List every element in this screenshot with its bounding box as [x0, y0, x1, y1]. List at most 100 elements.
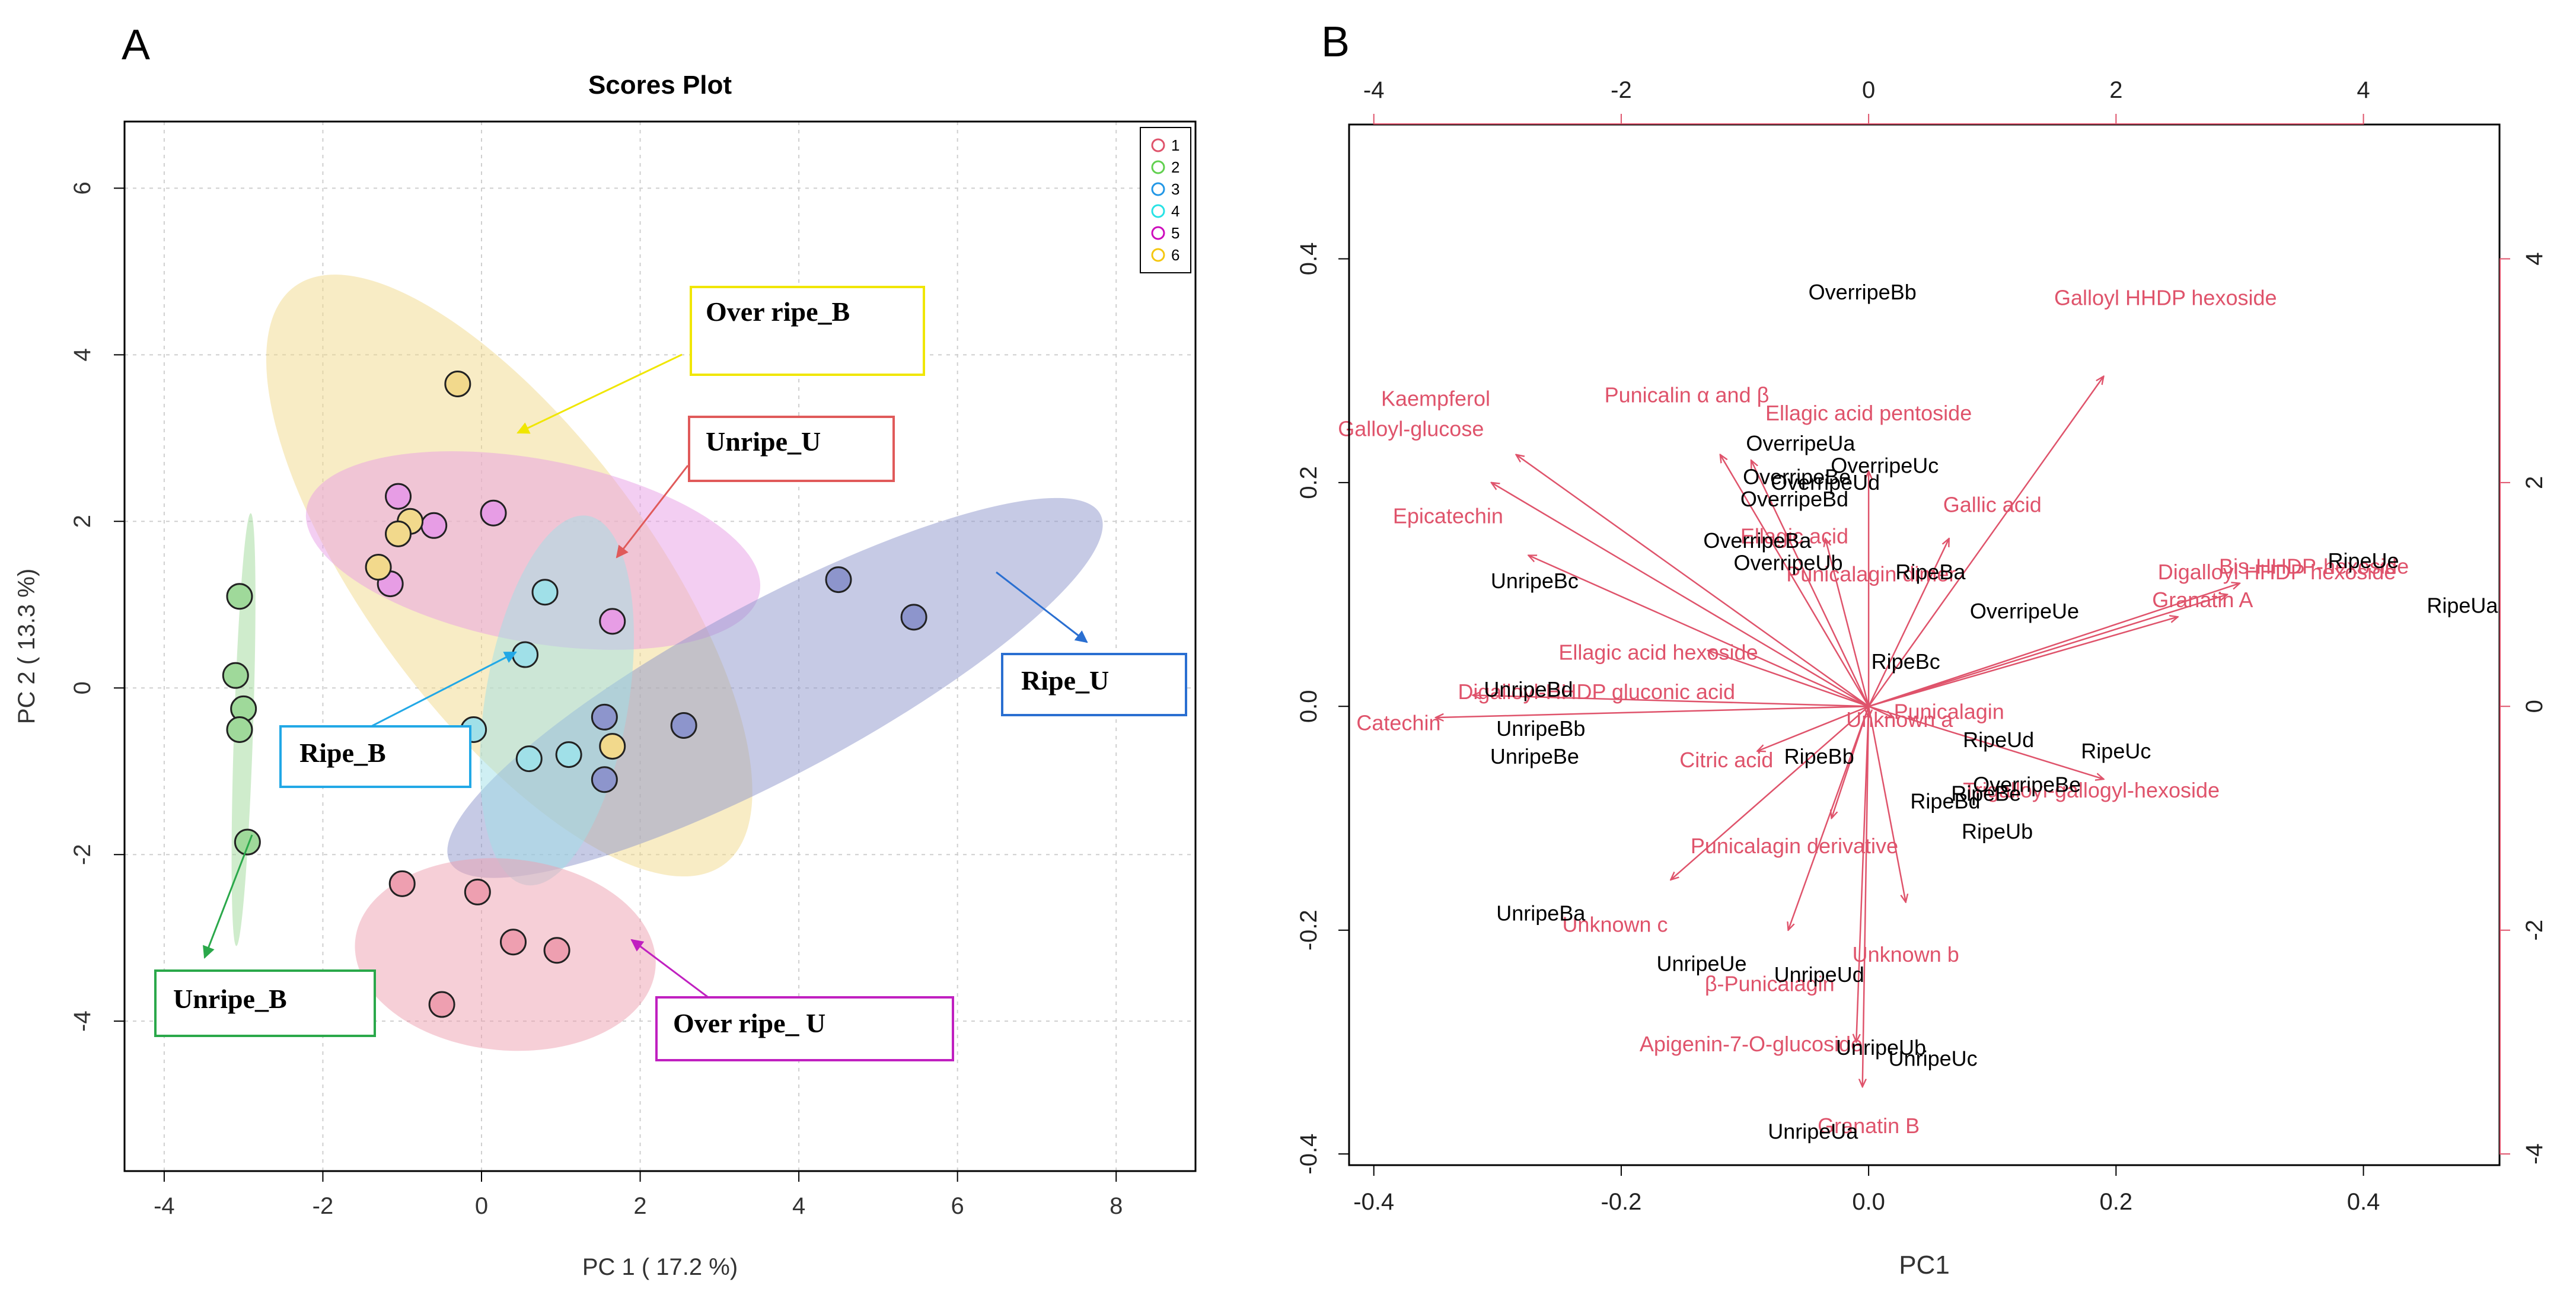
- arrow-unripe-b: [203, 834, 253, 959]
- svg-text:Over ripe_ U: Over ripe_ U: [673, 1008, 825, 1038]
- variable-label-kaempferol: Kaempferol: [1381, 386, 1490, 410]
- biplot-x-tick-label: 0.2: [2100, 1189, 2133, 1215]
- biplot-right-tick-label: 2: [2521, 476, 2548, 489]
- score-point-group-1: [500, 929, 527, 956]
- variable-label-digalloyl-hhdp-gluconic-acid: Digalloyl-HHDP gluconic acid: [1458, 680, 1735, 704]
- loading-arrow-trigalloyl-gallogyl-hexoside: [1868, 706, 2103, 779]
- annotation-overripe-u: Over ripe_ U: [655, 996, 954, 1061]
- panel-b-observation-labels: OverripeBbOverripeUaOverripeUcOverripeBe…: [1484, 280, 2498, 1143]
- panel-b: B Galloyl HHDP hexoside Kaempferol Punical…: [1296, 18, 2548, 1280]
- variable-label-epicatechin: Epicatechin: [1393, 503, 1503, 528]
- legend-label-4: 4: [1171, 202, 1179, 220]
- biplot-right-tick-label: -4: [2521, 1143, 2548, 1165]
- panel-a-annotations: Over ripe_B Unripe_U Ripe_U Ripe_B Unrip…: [154, 286, 1187, 1061]
- panel-a-x-axis: -4 -2 0 2 4 6 8: [154, 1170, 1123, 1219]
- score-point-group-3: [591, 766, 618, 793]
- loading-arrow-digalloyl-hhdp-hexoside: [1868, 595, 2227, 707]
- observation-label-ripeue: RipeUe: [2328, 548, 2399, 573]
- loading-arrow-ellagic-acid-pentoside: [1751, 460, 1870, 707]
- score-point-group-3: [825, 566, 852, 594]
- panel-b-letter: B: [1321, 18, 1350, 66]
- legend-marker-2: [1151, 160, 1165, 174]
- x-tick-label: 4: [792, 1193, 805, 1219]
- loading-arrow-apigenin-7-o-glucoside: [1856, 706, 1870, 1042]
- variable-label-unknown-a: Unknown a: [1846, 707, 1953, 732]
- loading-arrow-ellagic-acid: [1825, 538, 1870, 707]
- loading-arrow-gallic-acid: [1868, 538, 1949, 707]
- observation-label-overripeuc: OverripeUc: [1831, 454, 1939, 478]
- observation-label-overripeue: OverripeUe: [1970, 599, 2079, 623]
- biplot-right-tick-label: 0: [2521, 700, 2548, 713]
- variable-label-galloyl-glucose: Galloyl-glucose: [1338, 416, 1484, 441]
- svg-text:Ripe_B: Ripe_B: [299, 738, 386, 768]
- observation-label-overripebd: OverripeBd: [1740, 487, 1848, 511]
- observation-label-ripeua: RipeUa: [2427, 593, 2498, 617]
- x-tick-label: 2: [633, 1193, 646, 1219]
- panel-a-letter: A: [122, 21, 150, 69]
- score-point-group-4: [512, 641, 539, 668]
- x-tick-label: 6: [951, 1193, 964, 1219]
- observation-label-overripebe: OverripeBe: [1743, 464, 1851, 489]
- score-point-group-1: [388, 870, 416, 897]
- arrow-overripe-u: [630, 939, 715, 1003]
- variable-label-unknown-c: Unknown c: [1562, 912, 1668, 936]
- legend-marker-1: [1151, 138, 1165, 152]
- biplot-top-tick-label: 0: [1862, 77, 1875, 103]
- biplot-top-tick-label: 4: [2357, 77, 2370, 103]
- svg-text:Over ripe_B: Over ripe_B: [706, 296, 850, 327]
- variable-label-ellagic-acid-pentoside: Ellagic acid pentoside: [1765, 401, 1972, 425]
- variable-label-punicalagin: Punicalagin: [1894, 700, 2004, 724]
- score-point-group-5: [599, 608, 626, 635]
- panel-a: A Scores Plot -4 -2 0 2 4 6 8 -4 -2 0 2 4 6 PC 1 ( …: [14, 21, 1197, 1280]
- variable-label-trigalloyl-gallogyl-hexoside: Trigalloyl-gallogyl-hexoside: [1963, 778, 2220, 802]
- loading-arrow-punicalagin: [1788, 706, 1870, 930]
- loading-arrow-granatin-a: [1868, 617, 2178, 707]
- observation-label-overripebe: OverripeBe: [1973, 772, 2081, 796]
- observation-label-unripeba: UnripeBa: [1496, 901, 1586, 925]
- observation-label-ripebb: RipeBb: [1784, 744, 1854, 768]
- x-tick-label: -2: [313, 1193, 334, 1219]
- x-tick-label: 0: [475, 1193, 488, 1219]
- score-point-group-1: [428, 991, 455, 1018]
- legend-label-5: 5: [1171, 224, 1179, 242]
- panel-a-y-label: PC 2 ( 13.3 %): [14, 569, 40, 724]
- variable-label-punicalagin-derivative: Punicalagin derivative: [1691, 834, 1898, 858]
- variable-label-ellagic-acid: Ellagic acid: [1740, 524, 1848, 548]
- score-point-group-2: [226, 583, 253, 610]
- loading-arrow-kaempferol: [1516, 455, 1869, 707]
- legend-label-3: 3: [1171, 180, 1179, 198]
- variable-label-punicalagin-dimer: Punicalagin dimer: [1786, 562, 1956, 586]
- biplot-x-tick-label: 0.4: [2347, 1189, 2380, 1215]
- y-tick-label: -4: [69, 1010, 95, 1032]
- loading-arrow-catechin: [1436, 706, 1869, 717]
- observation-label-overripeba: OverripeBa: [1703, 528, 1812, 553]
- panel-a-points: [222, 371, 927, 1018]
- legend-label-1: 1: [1171, 136, 1179, 154]
- legend-box: [1140, 127, 1191, 273]
- variable-label-bis-hhdp-hexoside: Bis-HHDP-hexoside: [2219, 554, 2409, 578]
- biplot-top-tick-label: 2: [2109, 77, 2122, 103]
- annotation-overripe-b: Over ripe_B: [690, 286, 925, 376]
- annotation-ripe-u: Ripe_U: [1001, 653, 1187, 716]
- score-point-group-3: [591, 703, 618, 731]
- legend-marker-5: [1151, 226, 1165, 240]
- legend-label-2: 2: [1171, 158, 1179, 176]
- variable-label-punicalagin: β-Punicalagin: [1705, 971, 1835, 996]
- loading-arrow-granatin-b: [1863, 706, 1870, 1087]
- biplot-top-tick-label: -2: [1611, 77, 1632, 103]
- biplot-right-tick-label: -2: [2521, 920, 2548, 941]
- variable-label-granatin-a: Granatin A: [2152, 588, 2253, 612]
- arrow-ripe-u: [996, 571, 1088, 643]
- loading-arrow-ellagic-acid-hexoside: [1708, 650, 1869, 707]
- observation-label-ripeub: RipeUb: [1962, 819, 2033, 844]
- score-point-group-2: [222, 662, 249, 689]
- observation-label-unripeud: UnripeUd: [1774, 962, 1864, 987]
- score-point-group-6: [444, 371, 471, 397]
- panel-a-x-label: PC 1 ( 17.2 %): [582, 1254, 738, 1280]
- score-point-group-6: [385, 520, 412, 547]
- score-point-group-4: [531, 579, 559, 606]
- score-point-group-3: [670, 712, 697, 739]
- panel-b-variable-labels: Galloyl HHDP hexoside Kaempferol Punicalin…: [1338, 286, 2409, 1138]
- biplot-y-tick-label: 0.0: [1296, 690, 1322, 723]
- ellipse-group-5: [305, 451, 761, 650]
